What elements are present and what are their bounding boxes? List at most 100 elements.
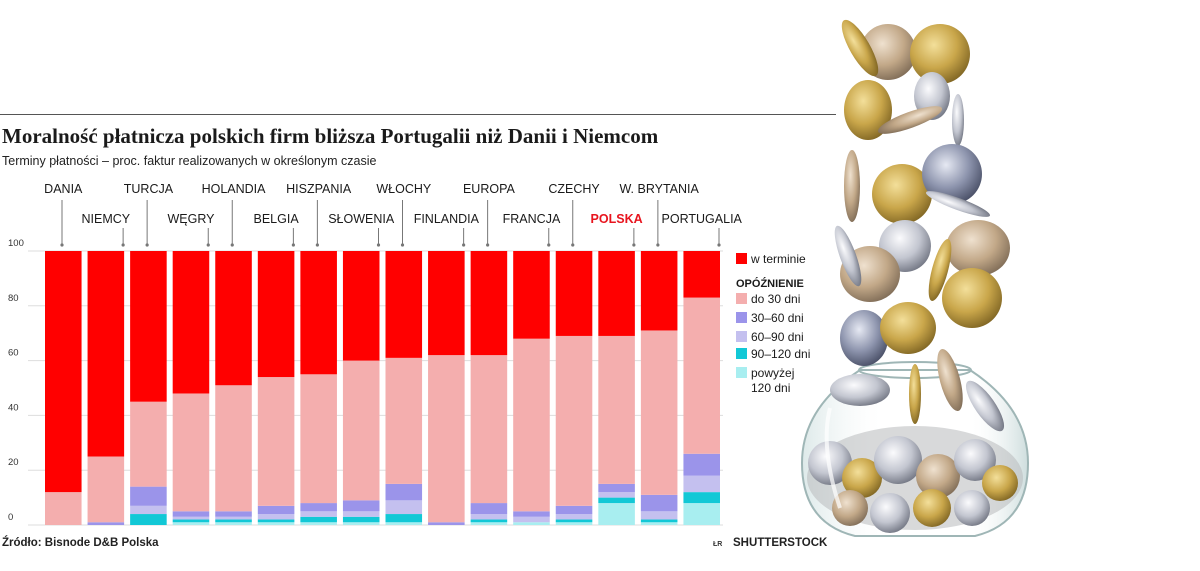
legend-swatch xyxy=(736,331,747,342)
category-label: NIEMCY xyxy=(82,212,131,226)
bar-segment xyxy=(172,522,210,525)
legend-label: 120 dni xyxy=(751,381,790,395)
bar-segment xyxy=(257,377,295,506)
bar-segment xyxy=(683,297,720,454)
bar-segment xyxy=(300,522,337,525)
legend-swatch xyxy=(736,367,747,378)
bar-segment xyxy=(470,514,508,520)
bar-segment xyxy=(555,514,593,520)
category-label: SŁOWENIA xyxy=(328,212,395,226)
legend-swatch xyxy=(736,253,747,264)
bar-segment xyxy=(428,355,465,523)
bar-segment xyxy=(342,360,380,501)
category-tick-dot xyxy=(376,243,381,247)
bar-segment xyxy=(300,516,337,523)
legend-label: 30–60 dni xyxy=(751,311,804,325)
category-label: CZECHY xyxy=(548,182,600,196)
y-tick-label: 40 xyxy=(8,402,19,413)
bar-segment xyxy=(130,505,167,515)
bar-segment xyxy=(215,385,252,512)
bar-segment xyxy=(598,503,635,525)
bar-segment xyxy=(257,251,295,378)
category-tick-dot xyxy=(291,243,295,247)
bar-segment xyxy=(470,503,508,515)
bar-segment xyxy=(683,251,720,298)
legend-label: powyżej xyxy=(751,366,794,380)
category-label: POLSKA xyxy=(591,212,643,226)
chart-title: Moralność płatnicza polskich firm bliższ… xyxy=(2,124,659,148)
category-tick-dot xyxy=(571,243,575,247)
bar-segment xyxy=(598,483,635,493)
bar-segment xyxy=(470,251,508,356)
bar-segment xyxy=(87,522,125,525)
legend-label: do 30 dni xyxy=(751,292,800,306)
bar-segment xyxy=(87,456,125,523)
legend-swatch xyxy=(736,293,747,304)
bar-segment xyxy=(215,251,252,386)
bar-segment xyxy=(257,514,295,520)
bar-segment xyxy=(130,514,167,525)
category-tick-dot xyxy=(121,243,125,247)
category-tick-dot xyxy=(462,243,466,247)
bar-segment xyxy=(555,335,593,506)
category-label: FRANCJA xyxy=(503,212,561,226)
source-note: Źródło: Bisnode D&B Polska xyxy=(2,537,159,549)
legend-label: 60–90 dni xyxy=(751,330,804,344)
category-tick-dot xyxy=(717,243,721,247)
bar-segment xyxy=(555,251,593,336)
bar-segment xyxy=(215,511,252,517)
bar-segment xyxy=(215,516,252,520)
chart-subtitle: Terminy płatności – proc. faktur realizo… xyxy=(2,154,377,168)
legend-swatch xyxy=(736,348,747,359)
legend-label: 90–120 dni xyxy=(751,347,810,361)
top-rule xyxy=(0,114,836,115)
bar-segment xyxy=(513,522,550,525)
bar-segment xyxy=(470,355,508,504)
bar-segment xyxy=(215,519,252,523)
bar-segment xyxy=(342,511,380,517)
bar-segment xyxy=(640,330,678,495)
bar-segment xyxy=(130,401,167,487)
bar-segment xyxy=(172,516,210,520)
bar-segment xyxy=(683,503,720,525)
bar-segment xyxy=(385,357,423,484)
category-label: TURCJA xyxy=(124,182,174,196)
category-tick-dot xyxy=(60,243,64,247)
bar-segment xyxy=(640,522,678,525)
category-label: W. BRYTANIA xyxy=(619,182,699,196)
coins-jar-illustration xyxy=(800,19,1030,537)
bar-segment xyxy=(172,519,210,523)
bar-segment xyxy=(513,338,550,512)
category-label: FINLANDIA xyxy=(414,212,480,226)
category-tick-dot xyxy=(400,243,405,247)
bar-segment xyxy=(342,516,380,523)
bar-segment xyxy=(555,519,593,523)
bar-segment xyxy=(385,500,423,515)
legend-swatch xyxy=(736,312,747,323)
photo-credit: SHUTTERSTOCK xyxy=(733,537,828,549)
category-tick-dot xyxy=(547,243,551,247)
category-label: WŁOCHY xyxy=(376,182,432,196)
bar-segment xyxy=(470,522,508,525)
jar-icon xyxy=(800,361,1030,537)
bar-segment xyxy=(257,522,295,525)
bar-segment xyxy=(640,494,678,512)
bar-segment xyxy=(428,251,465,356)
falling-coins-icon xyxy=(830,19,1010,432)
y-tick-label: 80 xyxy=(8,293,19,304)
bar-segment xyxy=(640,511,678,520)
legend-group-heading: OPÓŹNIENIE xyxy=(736,277,804,290)
category-label: DANIA xyxy=(44,182,83,196)
category-tick-dot xyxy=(145,243,149,247)
bar-segment xyxy=(300,503,337,512)
category-tick-dot xyxy=(230,243,234,247)
stacked-bar-chart: 0 20 40 60 80 100 DANIA NIEMCY TURCJA WĘGRY HOLAND… xyxy=(8,182,810,526)
category-tick-dot xyxy=(656,243,660,247)
bar-segment xyxy=(385,251,423,358)
category-tick-dot xyxy=(486,243,490,247)
bar-segment xyxy=(640,251,678,331)
bar-segment xyxy=(513,511,550,517)
bar-segment xyxy=(598,497,635,504)
bar-segment xyxy=(172,393,210,512)
bar-segment xyxy=(513,516,550,523)
